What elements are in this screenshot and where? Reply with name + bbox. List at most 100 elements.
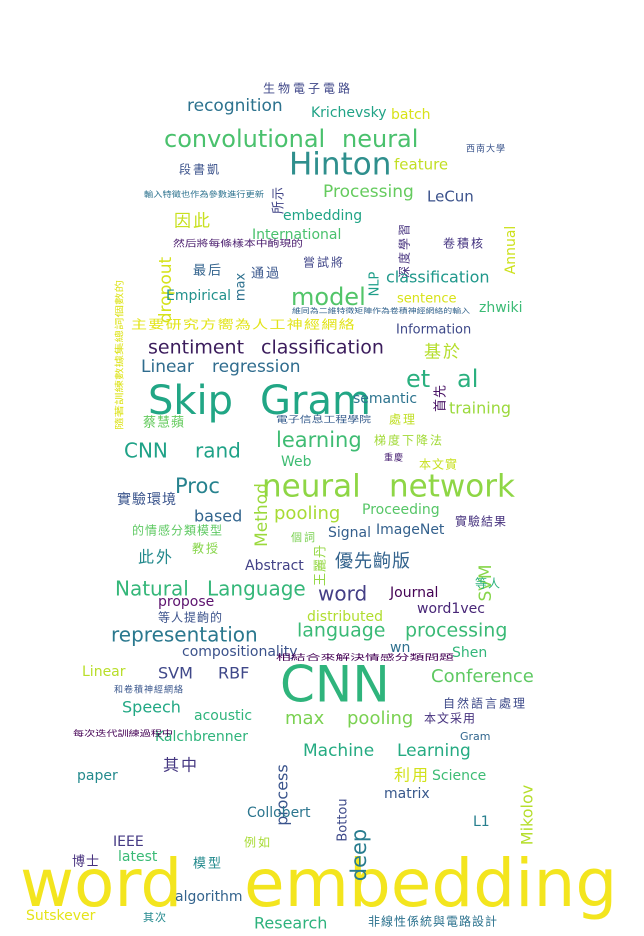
cloud-word-information-87: Information	[396, 323, 471, 338]
cloud-word-cjk-119: 模型	[193, 857, 223, 872]
cloud-word-cjk-91: 所示	[272, 186, 287, 214]
cloud-word-model-10: model	[291, 283, 366, 311]
cloud-word-collobert-70: Collobert	[247, 805, 311, 821]
cloud-word-conference-27: Conference	[431, 666, 534, 687]
cloud-word-distributed-63: distributed	[307, 609, 383, 625]
cloud-word-kalchbrenner-65: Kalchbrenner	[155, 729, 248, 745]
cloud-word-international-80: International	[252, 227, 341, 243]
cloud-word-cjk-128: 然后將每條樣本中齣現的	[173, 238, 303, 250]
cloud-word-feature-42: feature	[394, 156, 448, 174]
cloud-word-cjk-132: 隨著訓練數據集總詞個數的	[114, 280, 126, 430]
cloud-word-semantic-51: semantic	[353, 391, 417, 407]
cloud-word-empirical-81: Empirical	[166, 288, 231, 304]
cloud-word-svm-46: SVM	[476, 564, 496, 601]
cloud-word-cjk-90: 因此	[174, 212, 212, 232]
cloud-word-word-0: word	[20, 845, 182, 922]
cloud-word-compositionality-61: compositionality	[182, 644, 298, 660]
cloud-word-rand-17: rand	[195, 439, 241, 463]
cloud-word-cjk-115: 其中	[163, 756, 199, 775]
cloud-word-skip-3: Skip	[148, 378, 233, 424]
cloud-word-cjk-123: 每次迭代訓練過程中	[73, 728, 173, 738]
cloud-word-linear-78: Linear	[82, 664, 126, 680]
cloud-word-neural-9: neural	[342, 125, 418, 153]
cloud-word-cjk-106: 的情感分類模型	[132, 523, 223, 538]
cloud-word-pooling-31: pooling	[274, 503, 340, 524]
cloud-word-sentiment-13: sentiment	[148, 337, 244, 359]
cloud-word-word1vec-58: word1vec	[417, 601, 485, 617]
cloud-word-zhwiki-86: zhwiki	[479, 300, 523, 316]
cloud-word-proc-18: Proc	[175, 474, 220, 498]
cloud-word-representation-21: representation	[111, 623, 258, 647]
cloud-word-research-76: Research	[254, 914, 327, 933]
cloud-word-mikolov-47: Mikolov	[518, 785, 537, 845]
cloud-word-journal-57: Journal	[389, 585, 438, 601]
cloud-word-cjk-89: 段書凱	[179, 162, 221, 177]
cloud-word-regression-33: regression	[212, 357, 301, 377]
cloud-word-paper-69: paper	[77, 768, 118, 784]
cloud-word-cjk-120: 其次	[143, 910, 167, 924]
cloud-word-cjk-104: 實驗環境	[117, 491, 177, 508]
cloud-word-cjk-131: 維同為二維特徵矩陣作為卷積神經網絡的輸入	[292, 306, 470, 315]
cloud-word-cjk-122: 本文采用	[424, 711, 476, 726]
cloud-word-recognition-34: recognition	[187, 96, 283, 116]
cloud-word-cjk-94: 最后	[193, 264, 223, 279]
cloud-word-lecun-43: LeCun	[427, 188, 474, 206]
cloud-word-network-6: network	[389, 469, 515, 505]
cloud-word-language-23: language	[297, 620, 385, 642]
cloud-word-cjk-108: 此外	[138, 548, 174, 567]
cloud-word-dropout-44: dropout	[156, 256, 176, 323]
cloud-word-cjk-124: 非線性係統與電路設計	[368, 914, 498, 929]
cloud-word-deep-30: deep	[347, 829, 371, 882]
cloud-word-cjk-121: 自然語言處理	[443, 696, 527, 711]
cloud-word-natural-19: Natural	[115, 577, 189, 601]
cloud-word-cjk-113: 等人提齣的	[158, 610, 223, 625]
cloud-word-processing-24: processing	[405, 620, 507, 642]
cloud-word-cjk-110: 王麗丹	[314, 544, 329, 586]
cloud-word-speech-39: Speech	[122, 698, 181, 717]
cloud-word-sentence-85: sentence	[397, 292, 457, 307]
cloud-word-l1-72: L1	[473, 814, 490, 830]
cloud-word-cnn-16: CNN	[124, 439, 168, 463]
cloud-word-annual-82: Annual	[503, 226, 519, 275]
cloud-word-abstract-56: Abstract	[245, 558, 304, 574]
cloud-word-shen-60: Shen	[452, 645, 487, 661]
cloud-word-cjk-130: 相結合來解決情感分類問題	[276, 652, 454, 662]
cloud-word-neural-5: neural	[262, 469, 361, 505]
cloud-word-imagenet-54: ImageNet	[376, 522, 445, 538]
cloud-word-cjk-107: 教授	[192, 541, 220, 556]
cloud-word-cjk-116: 利用	[394, 766, 430, 785]
cloud-word-cjk-117: 例如	[244, 835, 272, 850]
cloud-word-cjk-125: 主要研究方嚮為人工神經網絡	[131, 317, 356, 332]
cloud-word-al-12: al	[457, 365, 478, 393]
cloud-word-acoustic-64: acoustic	[194, 708, 252, 724]
cloud-word-science-67: Science	[432, 768, 486, 784]
cloud-word-training-37: training	[449, 399, 511, 418]
cloud-word-convolutional-8: convolutional	[164, 125, 325, 153]
cloud-word-wn-59: wn	[390, 640, 410, 656]
cloud-word-embedding-1: embedding	[244, 845, 617, 922]
cloud-word-rbf-41: RBF	[218, 664, 249, 683]
cloud-word-cjk-92: 深度學習	[397, 222, 412, 278]
cloud-word-gram-66: Gram	[460, 730, 491, 743]
cloud-word-hinton-7: Hinton	[289, 147, 391, 183]
cloud-word-latest-74: latest	[118, 849, 158, 865]
cloud-word-language-20: Language	[207, 577, 306, 601]
cloud-word-based-38: based	[194, 507, 242, 526]
cloud-word-cjk-102: 重慶	[384, 452, 404, 464]
cloud-word-cjk-93: 卷積核	[443, 236, 485, 251]
cloud-word-ieee-73: IEEE	[113, 834, 144, 850]
cloud-word-learning-29: Learning	[397, 741, 471, 761]
cloud-word-method-45: Method	[252, 483, 272, 547]
cloud-word-propose-62: propose	[158, 594, 214, 610]
cloud-word-cjk-127: 輸入特徵也作為參數進行更新	[144, 189, 264, 199]
cloud-word-cjk-88: 生物電子電路	[263, 81, 353, 96]
cloud-word-classification-14: classification	[261, 337, 384, 359]
cloud-word-pooling-26: pooling	[347, 708, 413, 729]
cloud-word-cjk-105: 實驗結果	[455, 514, 507, 529]
cloud-word-cjk-100: 處理	[389, 413, 417, 427]
cloud-word-machine-28: Machine	[303, 741, 374, 761]
cloud-word-cjk-103: 本文實	[419, 457, 458, 472]
cloud-word-cjk-98: 首先	[434, 384, 449, 412]
cloud-word-max-84: max	[234, 273, 249, 302]
